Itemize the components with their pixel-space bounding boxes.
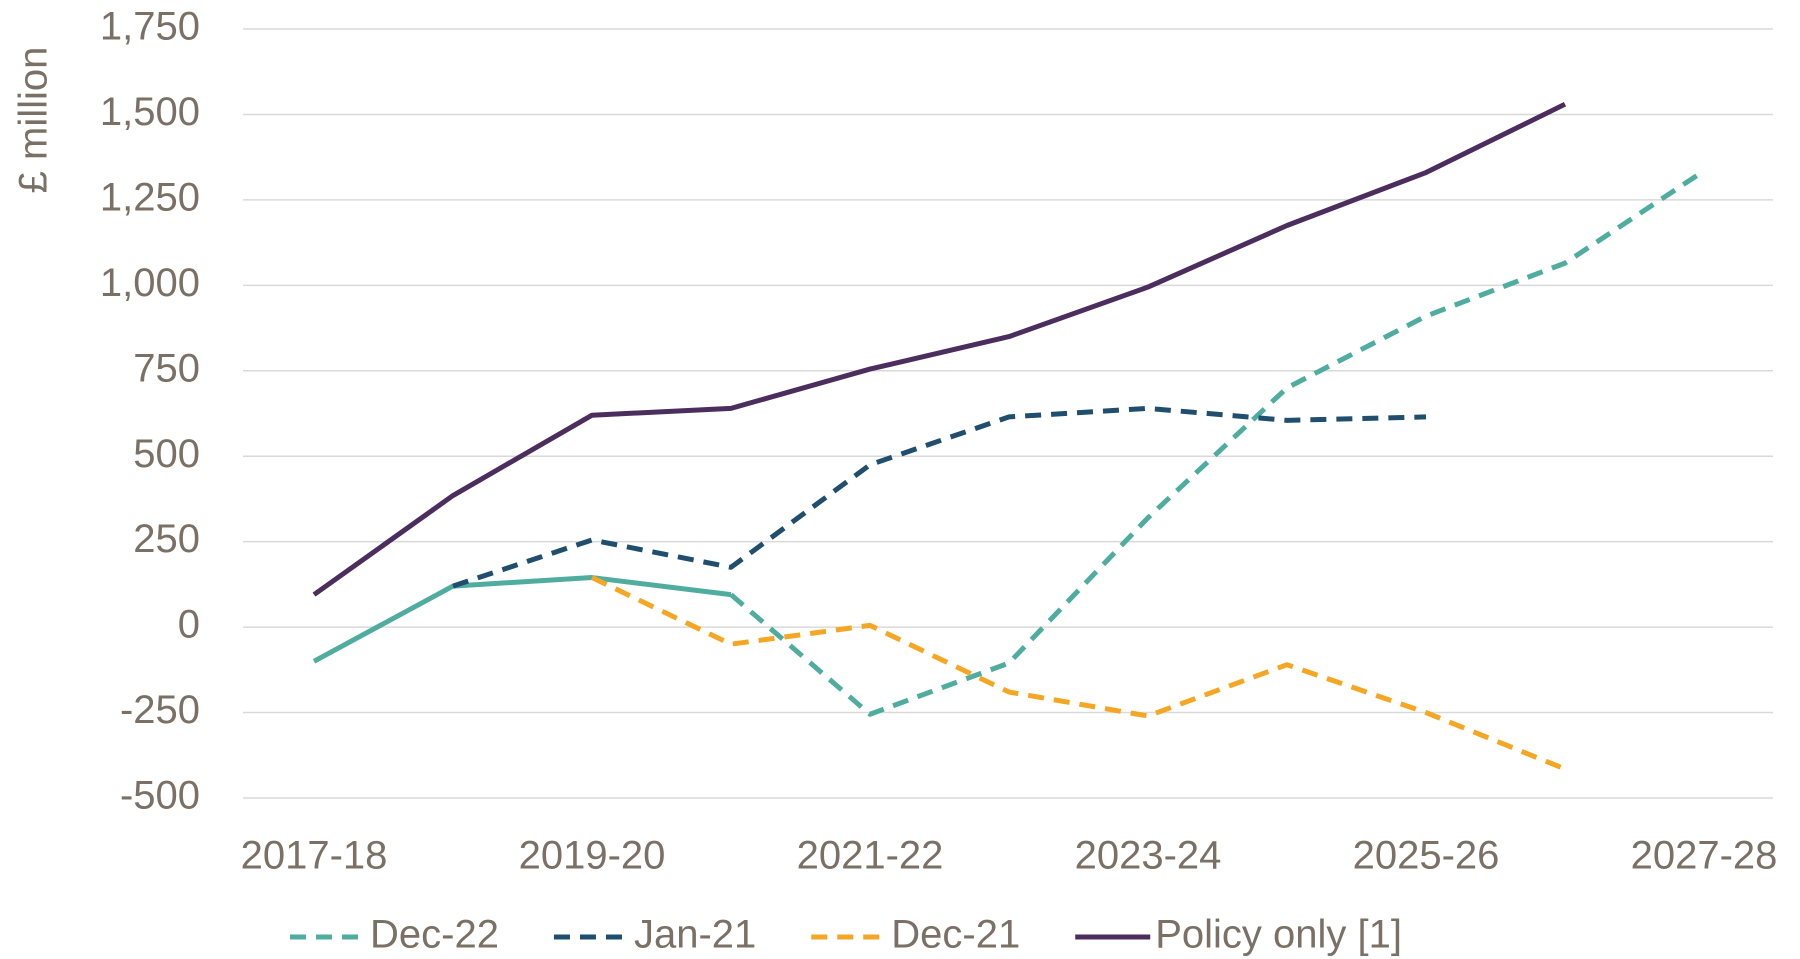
legend-label: Policy only [1] — [1155, 913, 1402, 957]
legend-label: Dec-22 — [370, 913, 499, 957]
y-tick-label: 0 — [178, 603, 200, 647]
x-tick-label: 2023-24 — [1075, 834, 1222, 878]
x-tick-label: 2025-26 — [1353, 834, 1500, 878]
x-tick-label: 2027-28 — [1631, 834, 1778, 878]
y-tick-label: -500 — [120, 774, 200, 818]
y-tick-label: 500 — [133, 432, 200, 476]
legend-label: Jan-21 — [634, 913, 756, 957]
y-tick-label: 250 — [133, 517, 200, 561]
y-tick-label: 1,250 — [100, 175, 200, 219]
y-tick-label: 1,500 — [100, 90, 200, 134]
y-tick-label: 1,750 — [100, 5, 200, 49]
x-tick-label: 2019-20 — [519, 834, 666, 878]
y-tick-label: 750 — [133, 346, 200, 390]
series-line — [312, 101, 1567, 597]
legend-label: Dec-21 — [891, 913, 1020, 957]
series-line — [312, 575, 732, 664]
y-axis-label: £ million — [12, 47, 56, 194]
series-line — [452, 405, 1427, 589]
y-tick-label: -250 — [120, 688, 200, 732]
series-line — [729, 168, 1706, 717]
y-tick-label: 1,000 — [100, 261, 200, 305]
x-tick-label: 2021-22 — [797, 834, 944, 878]
series-line — [590, 575, 1566, 772]
x-tick-label: 2017-18 — [241, 834, 388, 878]
